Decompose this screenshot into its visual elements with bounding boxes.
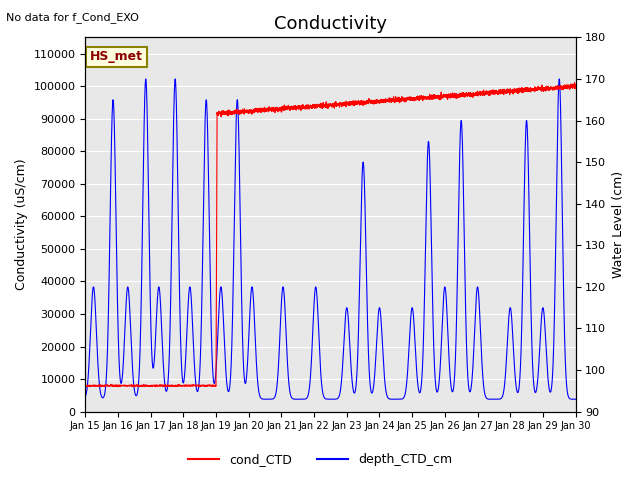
Y-axis label: Conductivity (uS/cm): Conductivity (uS/cm)	[15, 159, 28, 290]
Text: HS_met: HS_met	[90, 50, 143, 63]
Title: Conductivity: Conductivity	[274, 15, 387, 33]
Y-axis label: Water Level (cm): Water Level (cm)	[612, 171, 625, 278]
Legend: cond_CTD, depth_CTD_cm: cond_CTD, depth_CTD_cm	[183, 448, 457, 471]
Text: No data for f_Cond_EXO: No data for f_Cond_EXO	[6, 12, 140, 23]
